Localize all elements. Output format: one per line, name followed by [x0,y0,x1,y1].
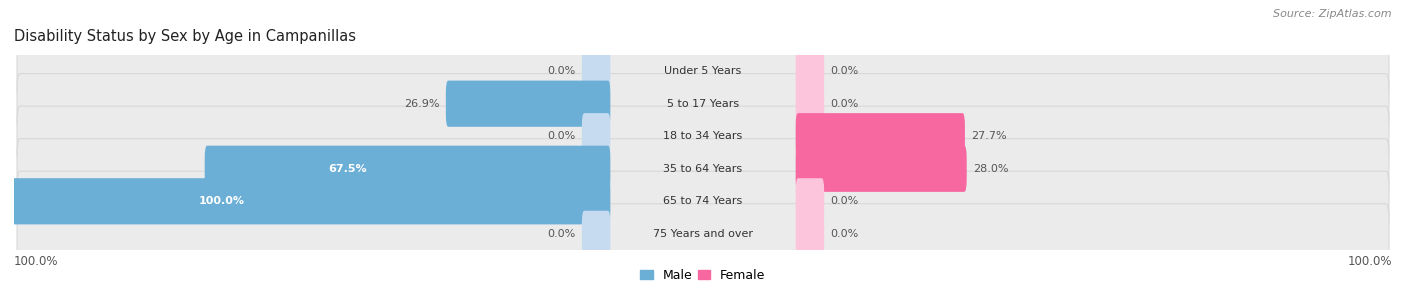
FancyBboxPatch shape [17,74,1389,134]
FancyBboxPatch shape [582,48,610,94]
Text: 0.0%: 0.0% [831,229,859,239]
Legend: Male, Female: Male, Female [636,264,770,287]
FancyBboxPatch shape [17,204,1389,264]
Text: 100.0%: 100.0% [14,255,59,268]
Text: Under 5 Years: Under 5 Years [665,66,741,76]
FancyBboxPatch shape [446,81,610,127]
Text: 18 to 34 Years: 18 to 34 Years [664,131,742,141]
Text: Disability Status by Sex by Age in Campanillas: Disability Status by Sex by Age in Campa… [14,29,356,44]
Text: 5 to 17 Years: 5 to 17 Years [666,99,740,109]
FancyBboxPatch shape [11,178,610,224]
FancyBboxPatch shape [582,211,610,257]
FancyBboxPatch shape [796,81,824,127]
Text: 100.0%: 100.0% [198,196,245,206]
FancyBboxPatch shape [796,113,965,159]
FancyBboxPatch shape [17,41,1389,101]
Text: Source: ZipAtlas.com: Source: ZipAtlas.com [1274,9,1392,19]
Text: 0.0%: 0.0% [547,131,575,141]
FancyBboxPatch shape [796,146,967,192]
Text: 35 to 64 Years: 35 to 64 Years [664,164,742,174]
FancyBboxPatch shape [796,178,824,224]
FancyBboxPatch shape [205,146,610,192]
FancyBboxPatch shape [17,139,1389,199]
Text: 67.5%: 67.5% [328,164,367,174]
Text: 26.9%: 26.9% [404,99,439,109]
Text: 75 Years and over: 75 Years and over [652,229,754,239]
FancyBboxPatch shape [17,171,1389,231]
FancyBboxPatch shape [17,106,1389,166]
Text: 100.0%: 100.0% [1347,255,1392,268]
Text: 0.0%: 0.0% [831,66,859,76]
Text: 28.0%: 28.0% [973,164,1008,174]
Text: 0.0%: 0.0% [831,196,859,206]
FancyBboxPatch shape [582,113,610,159]
Text: 0.0%: 0.0% [547,66,575,76]
Text: 0.0%: 0.0% [831,99,859,109]
FancyBboxPatch shape [796,211,824,257]
Text: 0.0%: 0.0% [547,229,575,239]
Text: 65 to 74 Years: 65 to 74 Years [664,196,742,206]
Text: 27.7%: 27.7% [972,131,1007,141]
FancyBboxPatch shape [796,48,824,94]
